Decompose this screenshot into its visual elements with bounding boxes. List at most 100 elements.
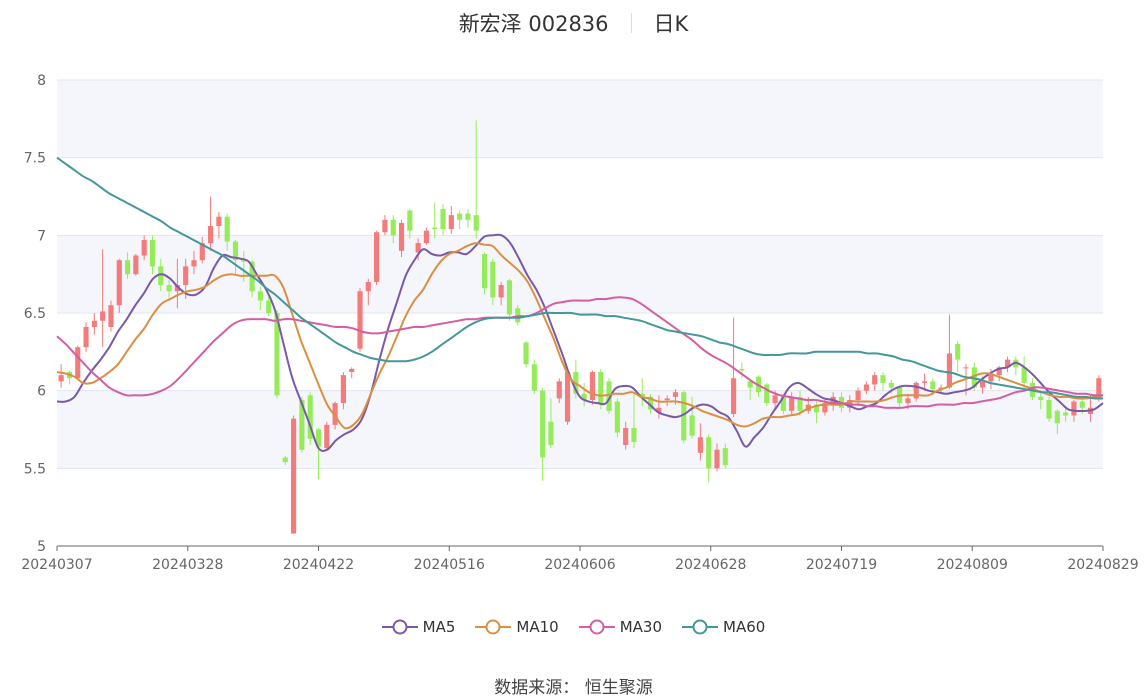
period-label[interactable]: 日K xyxy=(653,12,689,36)
legend-swatch-icon xyxy=(475,619,512,635)
candle-up xyxy=(872,372,878,391)
candle-body xyxy=(58,375,64,382)
candle-body xyxy=(241,260,247,262)
candle-down xyxy=(440,204,446,236)
candle-body xyxy=(141,239,147,256)
candle-down xyxy=(490,258,496,306)
series-line-ma10 xyxy=(56,242,1104,430)
candle-body xyxy=(133,255,139,275)
candle-up xyxy=(623,421,629,450)
candle-up xyxy=(91,313,97,335)
candle-body xyxy=(581,393,587,400)
candle-body xyxy=(963,367,969,369)
candle-up xyxy=(141,235,147,261)
y-tick-label: 6.5 xyxy=(24,306,46,322)
candle-down xyxy=(257,286,263,310)
candle-down xyxy=(880,372,886,391)
candle-down xyxy=(166,280,172,300)
kline-chart[interactable]: 5 5.5 6 6.5 7 7.5 8 20240307 20240328 20240422 202… xyxy=(0,0,1147,610)
candle-up xyxy=(913,381,919,402)
candle-body xyxy=(880,375,886,383)
legend-item-ma30[interactable]: MA30 xyxy=(578,618,662,636)
candle-body xyxy=(124,260,131,275)
candle-up xyxy=(374,230,380,286)
legend-label: MA5 xyxy=(422,618,456,636)
candle-up xyxy=(75,345,81,380)
candle-body xyxy=(315,429,322,447)
candle-body xyxy=(888,382,894,388)
candle-down xyxy=(1038,392,1044,410)
title-separator xyxy=(630,13,632,33)
legend-item-ma5[interactable]: MA5 xyxy=(381,618,456,636)
legend-item-ma10[interactable]: MA10 xyxy=(475,618,559,636)
candle-up xyxy=(357,288,363,352)
candle-body xyxy=(208,226,214,244)
candle-down xyxy=(315,427,322,480)
legend-item-ma60[interactable]: MA60 xyxy=(682,618,765,636)
candle-down xyxy=(739,362,745,379)
candle-body xyxy=(814,404,820,413)
candle-body xyxy=(905,398,911,404)
candle-body xyxy=(689,415,695,436)
candle-up xyxy=(191,250,197,275)
candle-up xyxy=(564,370,571,425)
candle-up xyxy=(382,215,388,236)
candle-down xyxy=(432,202,438,239)
x-tick-label: 20240829 xyxy=(1067,557,1138,573)
candle-up xyxy=(291,415,297,534)
candle-body xyxy=(921,381,928,383)
candle-up xyxy=(58,364,64,388)
candle-body xyxy=(506,280,513,315)
x-tick-label: 20240307 xyxy=(21,557,92,573)
candle-down xyxy=(66,370,73,385)
candle-body xyxy=(955,344,961,360)
candle-body xyxy=(996,367,1002,376)
candle-body xyxy=(481,253,488,289)
candle-body xyxy=(523,342,529,365)
x-tick-label: 20240628 xyxy=(675,557,746,573)
legend: MA5 MA10 MA30 MA60 xyxy=(0,618,1147,636)
candle-body xyxy=(531,364,537,391)
candle-up xyxy=(423,227,429,245)
candle-down xyxy=(274,309,280,399)
candle-body xyxy=(224,216,230,242)
candle-body xyxy=(149,239,156,267)
candle-down xyxy=(1046,396,1052,422)
candle-body xyxy=(349,368,355,373)
candle-body xyxy=(556,381,562,399)
candle-body xyxy=(739,368,745,371)
candle-body xyxy=(789,396,795,411)
candle-body xyxy=(257,291,263,301)
candle-up xyxy=(946,314,952,390)
candle-body xyxy=(1046,399,1052,419)
legend-label: MA60 xyxy=(723,618,766,636)
candle-body xyxy=(108,305,114,327)
candle-down xyxy=(681,390,687,444)
candle-up xyxy=(556,378,562,404)
candle-down xyxy=(747,378,753,400)
candle-up xyxy=(365,278,371,306)
candle-up xyxy=(216,212,222,239)
candle-down xyxy=(540,387,546,481)
candle-up xyxy=(116,258,122,313)
candle-body xyxy=(971,367,977,388)
candle-down xyxy=(581,382,587,407)
candle-body xyxy=(75,347,81,379)
candle-up xyxy=(398,219,405,258)
candle-up xyxy=(448,205,454,234)
candle-body xyxy=(498,285,504,298)
candle-down xyxy=(706,434,712,483)
candle-up xyxy=(324,421,330,450)
candle-body xyxy=(191,260,197,267)
candle-down xyxy=(266,295,272,317)
candle-body xyxy=(1071,401,1077,416)
candle-body xyxy=(913,382,919,399)
candle-body xyxy=(432,227,438,230)
candle-body xyxy=(174,285,180,292)
candle-down xyxy=(647,393,654,414)
candle-up xyxy=(100,249,106,348)
candle-body xyxy=(365,281,371,292)
y-tick-label: 7 xyxy=(37,228,46,244)
series-line-ma30 xyxy=(56,296,1104,409)
candle-body xyxy=(540,390,546,458)
